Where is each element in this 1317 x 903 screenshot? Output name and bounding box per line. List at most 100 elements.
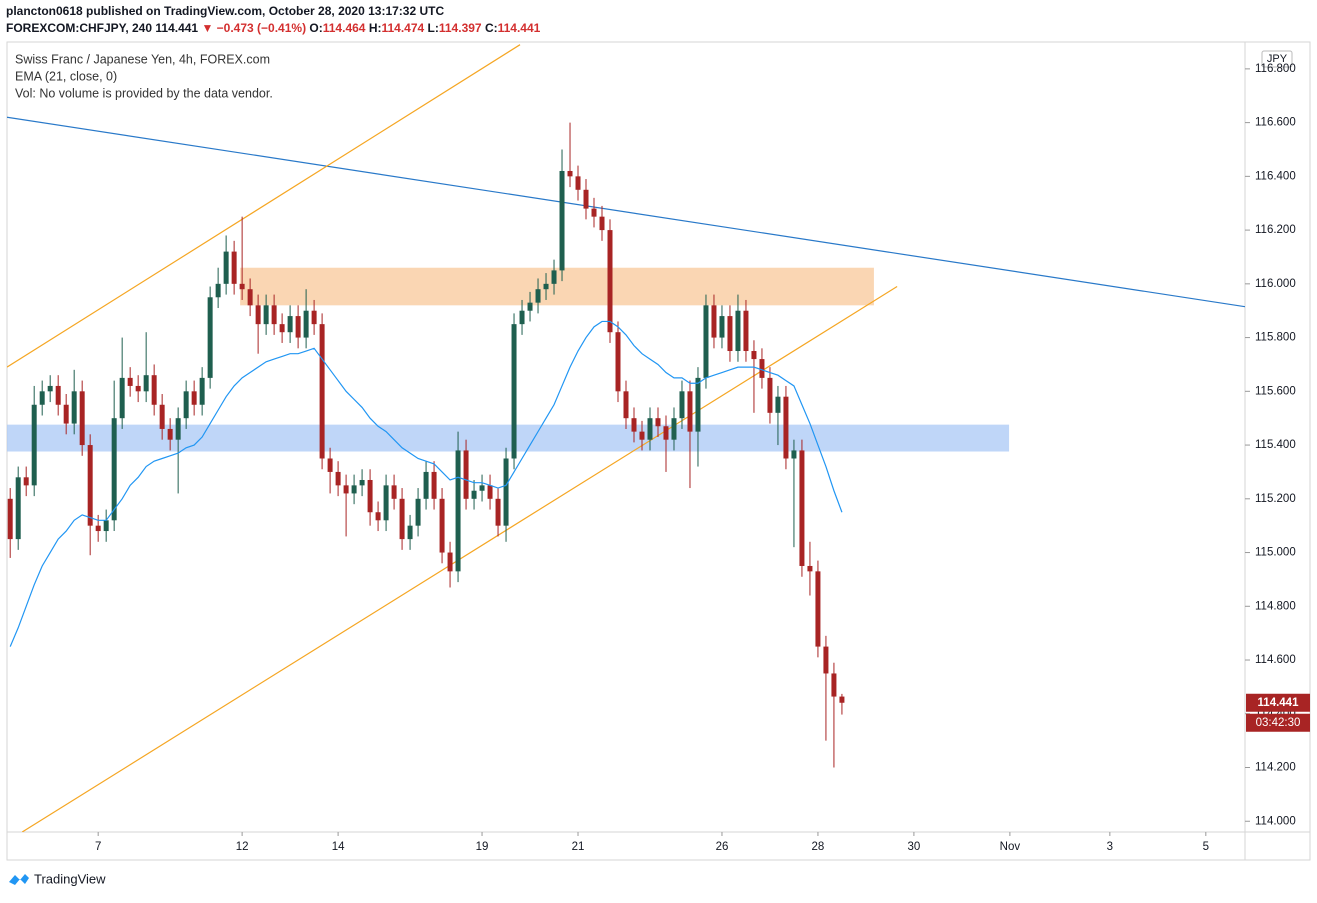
- l-value: 114.397: [439, 21, 482, 35]
- candle-body: [279, 324, 285, 333]
- y-tick-label: 116.800: [1255, 63, 1296, 75]
- candle-body: [615, 332, 621, 392]
- candle-body: [511, 324, 517, 459]
- candle-body: [519, 310, 525, 325]
- publisher: plancton0618 published on TradingView.co…: [6, 4, 444, 18]
- candle-body: [287, 316, 293, 333]
- x-tick-label: 30: [908, 841, 921, 853]
- candle-body: [351, 485, 357, 494]
- candle-body: [303, 310, 309, 338]
- y-tick-label: 116.400: [1255, 170, 1296, 182]
- x-tick-label: 26: [716, 841, 729, 853]
- currency: JPY: [1267, 53, 1288, 65]
- y-tick-label: 116.000: [1255, 278, 1296, 290]
- y-tick-label: 116.600: [1255, 117, 1296, 129]
- candle-body: [223, 251, 229, 284]
- candle-body: [831, 673, 837, 697]
- candle-body: [79, 391, 85, 446]
- candle-body: [183, 391, 189, 419]
- candle-body: [599, 216, 605, 231]
- candle-body: [591, 208, 597, 217]
- logo-icon: [9, 874, 29, 885]
- candle-body: [575, 176, 581, 190]
- x-tick-label: 28: [812, 841, 825, 853]
- y-tick-label: 115.000: [1255, 547, 1296, 559]
- candle-body: [391, 485, 397, 499]
- candle-body: [607, 230, 613, 333]
- candle-body: [375, 512, 381, 521]
- o-label: O:: [309, 21, 322, 35]
- c-label: C:: [485, 21, 498, 35]
- candle-body: [199, 377, 205, 405]
- c-value: 114.441: [498, 21, 541, 35]
- y-tick-label: 114.000: [1255, 815, 1296, 827]
- candle-body: [367, 479, 373, 513]
- candle-body: [783, 396, 789, 459]
- candle-body: [335, 471, 341, 486]
- candle-body: [119, 377, 125, 419]
- candle-body: [239, 283, 245, 290]
- candle-body: [623, 391, 629, 419]
- candle-body: [807, 565, 813, 572]
- candle-body: [39, 391, 45, 405]
- candle-body: [47, 385, 53, 392]
- candle-body: [263, 305, 269, 325]
- h-label: H:: [369, 21, 382, 35]
- candle-body: [231, 251, 237, 284]
- candle-body: [311, 310, 317, 325]
- candle-body: [543, 283, 549, 290]
- candle-body: [175, 418, 181, 440]
- x-tick-label: 5: [1203, 841, 1209, 853]
- candle-body: [695, 377, 701, 432]
- x-tick-label: 19: [476, 841, 489, 853]
- y-tick-label: 115.200: [1255, 493, 1296, 505]
- candle-body: [655, 418, 661, 427]
- x-tick-label: Nov: [1000, 841, 1021, 853]
- candle-body: [127, 377, 133, 386]
- last-price-label: 114.441: [1258, 697, 1300, 709]
- candle-body: [815, 571, 821, 647]
- currency-box[interactable]: [1261, 50, 1293, 68]
- trendline: [7, 116, 1245, 308]
- change: ▼ −0.473 (−0.41%): [201, 21, 306, 35]
- plot: [7, 44, 1245, 832]
- candle-body: [319, 324, 325, 459]
- candle-body: [703, 305, 709, 378]
- candle-body: [487, 485, 493, 499]
- candle-body: [87, 445, 93, 526]
- h-value: 114.474: [381, 21, 424, 35]
- countdown-box: [1246, 713, 1310, 732]
- candle-body: [551, 270, 557, 284]
- candle-body: [247, 289, 253, 306]
- candle-body: [631, 418, 637, 432]
- candle-body: [71, 391, 77, 424]
- candle-body: [727, 316, 733, 352]
- candle-body: [359, 479, 365, 486]
- y-tick-label: 114.200: [1255, 762, 1296, 774]
- symbol: FOREXCOM:CHFJPY, 240: [6, 21, 152, 35]
- trendline: [7, 44, 521, 368]
- candle-body: [423, 471, 429, 499]
- candle-body: [135, 385, 141, 392]
- candle-body: [407, 525, 413, 540]
- candle-body: [775, 396, 781, 413]
- candle-body: [31, 404, 37, 486]
- candle-body: [167, 428, 173, 440]
- candle-body: [687, 391, 693, 432]
- logo: TradingView: [9, 871, 106, 886]
- candle-body: [95, 525, 101, 532]
- candle-body: [383, 485, 389, 521]
- l-label: L:: [428, 21, 439, 35]
- o-value: 114.464: [323, 21, 366, 35]
- candle-body: [767, 377, 773, 413]
- y-tick-label: 114.800: [1255, 600, 1296, 612]
- ema-line: [9, 320, 843, 647]
- y-tick-label: 115.400: [1255, 439, 1296, 451]
- candle-body: [567, 170, 573, 177]
- y-tick-label: 115.800: [1255, 332, 1296, 344]
- candle-body: [271, 305, 277, 325]
- candle-body: [639, 431, 645, 440]
- countdown: 03:42:30: [1256, 717, 1301, 729]
- candle-body: [255, 305, 261, 325]
